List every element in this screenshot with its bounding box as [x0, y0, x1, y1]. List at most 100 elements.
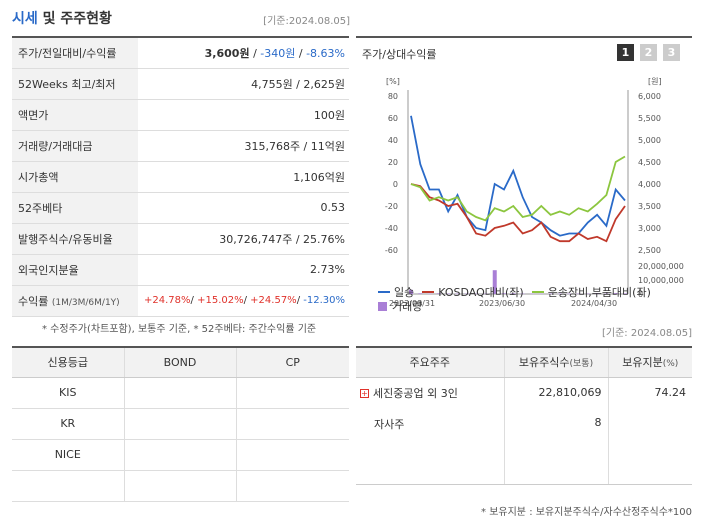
row-label: 52주베타: [12, 192, 138, 224]
quote-table: 주가/전일대비/수익률 3,600원 / -340원 / -8.63% 52We…: [12, 36, 349, 317]
volume-bar: [529, 293, 534, 295]
right-tick-label: 6,000: [638, 92, 661, 101]
right-tick-label: 5,500: [638, 114, 661, 123]
table-row: NICE: [12, 439, 349, 471]
right-tick-label: 3,500: [638, 202, 661, 211]
table-cell: [123, 470, 236, 502]
legend-item: 일승: [378, 284, 414, 300]
row-label: 액면가: [12, 99, 138, 131]
legend-label: 일승: [394, 286, 415, 299]
price-chart: [%] [원] 80 60 40 20 0 -20 -40 -60 6,000 5,500 5,000 4…: [385, 77, 684, 308]
header-title-main: 시세: [12, 11, 38, 27]
row-value: 2.73%: [138, 254, 349, 286]
table-cell: [235, 470, 349, 502]
table-cell: KR: [12, 408, 124, 440]
legend-label: 거래량: [392, 300, 423, 313]
volume-bar: [595, 293, 600, 295]
table-cell: [12, 470, 124, 502]
table-row: 주가/전일대비/수익률 3,600원 / -340원 / -8.63%: [12, 37, 349, 69]
return-6m: +24.57%: [250, 295, 297, 306]
table-cell: KIS: [12, 377, 124, 409]
holder-shares: 22,810,069: [503, 377, 608, 408]
series-line: [410, 115, 626, 237]
table-cell: [235, 439, 349, 471]
table-row: 외국인지분율 2.73%: [12, 254, 349, 286]
right-tick-label: 5,000: [638, 136, 661, 145]
left-tick-label: 40: [388, 136, 398, 145]
left-tick-label: 0: [393, 180, 398, 189]
table-cell: [123, 439, 236, 471]
separator: /: [295, 46, 307, 60]
volume-bar: [464, 293, 469, 295]
price-change: -340원: [260, 46, 296, 60]
table-row: 수익률 (1M/3M/6M/1Y) +24.78%/ +15.02%/ +24.…: [12, 285, 349, 317]
left-tick-label: 60: [388, 114, 398, 123]
holder-shares: 8: [503, 408, 608, 485]
column-header-label: 보유지분: [622, 356, 663, 370]
table-header-row: 신용등급 BOND CP: [12, 347, 349, 378]
holder-pct: [607, 408, 692, 485]
column-header-sub: (보통): [569, 359, 594, 370]
volume-bar: [409, 289, 413, 294]
volume-bar: [511, 293, 516, 294]
volume-bar: [623, 293, 627, 294]
series-line: [410, 183, 626, 243]
table-row: 자사주 8: [356, 408, 692, 485]
volume-bar: [446, 293, 451, 295]
table-cell: NICE: [12, 439, 124, 471]
volume-bar: [427, 293, 432, 295]
row-label: 주가/전일대비/수익률: [12, 37, 138, 69]
header-title-sub: 및 주주현황: [37, 11, 112, 27]
holder-name-cell: + 세진중공업 외 3인: [356, 377, 504, 408]
section-header: 시세 및 주주현황 [기준:2024.08.05]: [12, 8, 350, 30]
legend-item: KOSDAQ대비(좌): [422, 284, 524, 300]
return-3m: +15.02%: [197, 295, 244, 306]
volume-bar: [436, 293, 441, 294]
table-row: 발행주식수/유동비율 30,726,747주 / 25.76%: [12, 223, 349, 255]
chart-tab-3[interactable]: 3: [663, 44, 680, 61]
volume-bar: [483, 293, 488, 295]
separator: /: [243, 295, 251, 306]
credit-rating-table: 신용등급 BOND CP KIS KR NICE: [12, 346, 349, 502]
reference-date-2: [기준: 2024.08.05]: [601, 328, 692, 339]
chart-tabs: 1 2 3: [617, 44, 680, 61]
volume-bar: [604, 293, 609, 295]
separator: /: [296, 295, 304, 306]
table-cell: [235, 408, 349, 440]
legend-label: 운송장비,부품대비(좌): [547, 286, 651, 299]
table-row: KR: [12, 408, 349, 440]
row-value: 30,726,747주 / 25.76%: [138, 223, 349, 255]
current-price: 3,600원: [204, 46, 250, 60]
series-line: [410, 155, 626, 222]
chart-tab-2[interactable]: 2: [640, 44, 657, 61]
legend-swatch: [531, 291, 544, 293]
chart-title: 주가/상대수익률: [362, 48, 437, 61]
table-row: 액면가 100원: [12, 99, 349, 131]
shareholder-table: 주요주주 보유주식수(보통) 보유지분(%) + 세진중공업 외 3인 22,81…: [356, 346, 692, 485]
returns-value: +24.78%/ +15.02%/ +24.57%/ -12.30%: [138, 285, 349, 317]
row-value: 0.53: [138, 192, 349, 224]
chart-panel: 주가/상대수익률 1 2 3 [%] [원] 80 60 40 20 0 -20 -40 -60 6…: [356, 36, 692, 313]
column-header: CP: [235, 347, 349, 378]
reference-date: [기준:2024.08.05]: [263, 16, 350, 27]
column-header: 보유주식수(보통): [503, 347, 608, 378]
x-tick-label: 2023/06/30: [479, 299, 525, 308]
left-tick-label: -40: [385, 224, 398, 233]
returns-label-sub: (1M/3M/6M/1Y): [51, 297, 120, 308]
volume-bar: [520, 293, 525, 295]
return-1m: +24.78%: [144, 295, 191, 306]
left-tick-label: 20: [388, 158, 398, 167]
column-header: BOND: [123, 347, 236, 378]
table-header-row: 주요주주 보유주식수(보통) 보유지분(%): [356, 347, 692, 378]
expand-icon[interactable]: +: [360, 389, 369, 399]
left-axis-unit: [%]: [386, 77, 400, 86]
row-label: 발행주식수/유동비율: [12, 223, 138, 255]
chart-legend: 일승 KOSDAQ대비(좌) 운송장비,부품대비(좌): [378, 284, 659, 300]
holder-name: 세진중공업 외 3인: [373, 386, 458, 400]
volume-bar: [567, 293, 572, 295]
row-label: 거래량/거래대금: [12, 130, 138, 162]
chart-tab-1[interactable]: 1: [617, 44, 634, 61]
table-row: [12, 470, 349, 502]
table-row: 시가총액 1,106억원: [12, 161, 349, 193]
volume-tick-label: 10,000,000: [638, 276, 684, 285]
